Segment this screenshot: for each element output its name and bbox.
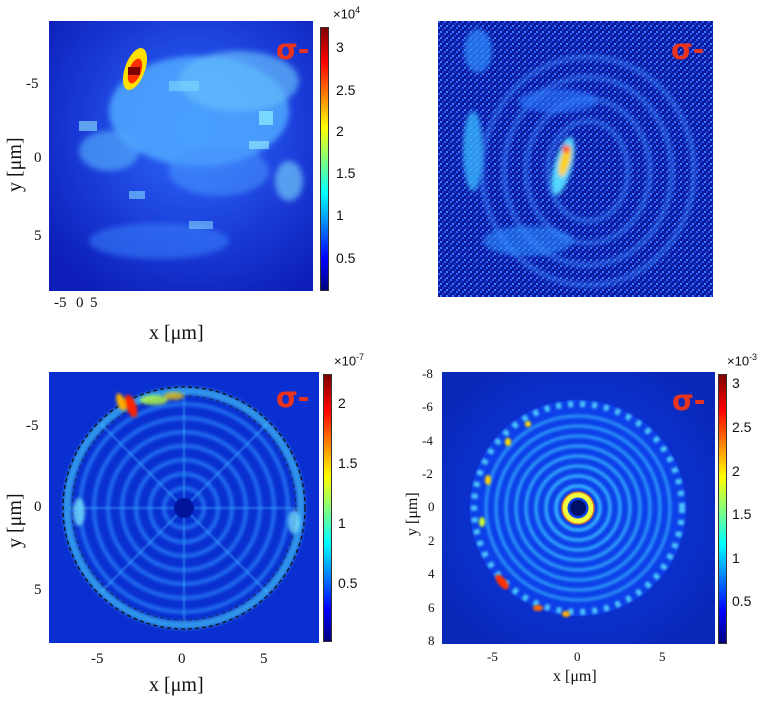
y-tick-label: -5 <box>26 418 39 434</box>
colorbar-tick: 1 <box>336 207 344 223</box>
y-axis-label: y [μm] <box>4 137 26 192</box>
colorbar-tick: 3 <box>732 375 740 391</box>
y-tick-label: 5 <box>34 582 42 598</box>
y-tick-label: -4 <box>422 433 433 448</box>
y-axis-label: y [μm] <box>404 492 421 536</box>
colorbar-tick: 2.5 <box>732 419 752 435</box>
x-tick-label: 5 <box>659 649 666 664</box>
x-tick-label: -5 <box>487 649 498 664</box>
colorbar-bottom-right <box>718 374 727 644</box>
colorbar-tick: 0.5 <box>732 593 752 609</box>
y-tick-label: 2 <box>428 533 435 548</box>
colorbar-tick: 2 <box>338 395 346 411</box>
y-tick-label: -8 <box>422 366 433 381</box>
heatmap-bottom-right <box>442 372 715 644</box>
sigma-label-bottom-left: σ- <box>276 381 310 414</box>
x-tick-label: 0 <box>178 651 186 667</box>
x-tick-label: 0 <box>574 649 581 664</box>
x-tick-label: -5 <box>91 651 104 667</box>
x-axis-label: x [μm] <box>553 668 597 685</box>
heatmap-top-left <box>49 21 313 291</box>
y-tick-label: 0 <box>34 150 42 166</box>
colorbar-multiplier: ×10-3 <box>727 352 758 369</box>
y-tick-label: 4 <box>428 566 435 581</box>
y-tick-label: 0 <box>428 499 435 514</box>
colorbar-top-left <box>320 27 329 291</box>
sigma-label-top-left: σ- <box>276 33 310 66</box>
y-tick-label: -5 <box>26 76 39 92</box>
sigma-label-top-right: σ- <box>671 33 705 66</box>
colorbar-tick: 1 <box>338 515 346 531</box>
y-tick-label: 0 <box>34 499 42 515</box>
colorbar-multiplier: ×10-7 <box>334 352 365 369</box>
colorbar-tick: 3 <box>336 39 344 55</box>
y-tick-label: -2 <box>422 466 433 481</box>
colorbar-tick: 2 <box>336 123 344 139</box>
x-tick-label: 5 <box>90 295 98 311</box>
y-tick-label: -6 <box>422 399 433 414</box>
x-axis-label: x [μm] <box>149 322 204 344</box>
colorbar-tick: 1.5 <box>338 455 358 471</box>
colorbar-multiplier: ×104 <box>333 5 361 22</box>
colorbar-tick: 2.5 <box>336 82 356 98</box>
x-axis-label: x [μm] <box>149 674 204 696</box>
heatmap-bottom-left <box>49 372 319 643</box>
colorbar-tick: 0.5 <box>336 250 356 266</box>
sigma-label-bottom-right: σ- <box>672 384 706 417</box>
colorbar-tick: 1.5 <box>336 165 356 181</box>
colorbar-tick: 0.5 <box>338 575 358 591</box>
colorbar-tick: 1 <box>732 550 740 566</box>
x-tick-label: 0 <box>76 295 84 311</box>
heatmap-top-right <box>438 21 713 297</box>
colorbar-bottom-left <box>323 374 332 642</box>
x-tick-label: 5 <box>260 651 268 667</box>
x-tick-label: -5 <box>54 295 67 311</box>
y-axis-label: y [μm] <box>4 493 26 548</box>
y-tick-label: 5 <box>34 228 42 244</box>
colorbar-tick: 1.5 <box>732 506 752 522</box>
y-tick-label: 8 <box>428 633 435 648</box>
y-tick-label: 6 <box>428 600 435 615</box>
colorbar-tick: 2 <box>732 463 740 479</box>
